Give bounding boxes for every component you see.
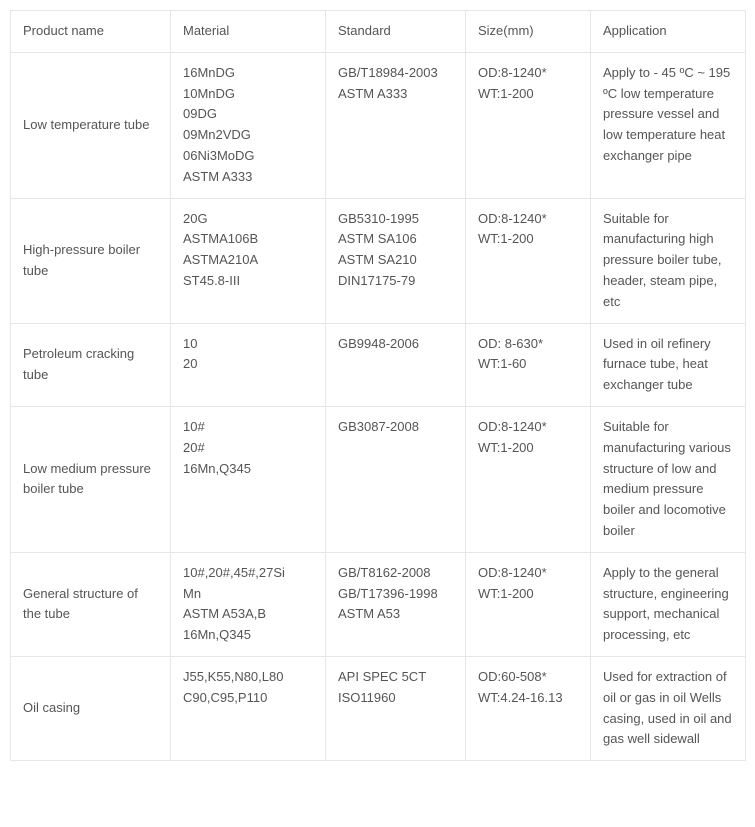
cell-product: Oil casing	[11, 656, 171, 760]
cell-material: 10#,20#,45#,27SiMnASTM A53A,B16Mn,Q345	[171, 552, 326, 656]
cell-application: Suitable for manufacturing high pressure…	[591, 198, 746, 323]
material-line: 20#	[183, 438, 313, 459]
cell-application: Used for extraction of oil or gas in oil…	[591, 656, 746, 760]
cell-standard: GB/T8162-2008GB/T17396-1998ASTM A53	[326, 552, 466, 656]
standard-line: GB5310-1995	[338, 209, 453, 230]
cell-size: OD:60-508*WT:4.24-16.13	[466, 656, 591, 760]
products-table: Product name Material Standard Size(mm) …	[10, 10, 746, 761]
material-line: 20G	[183, 209, 313, 230]
material-line: 10MnDG	[183, 84, 313, 105]
table-row: Low temperature tube16MnDG10MnDG09DG09Mn…	[11, 52, 746, 198]
cell-standard: GB/T18984-2003ASTM A333	[326, 52, 466, 198]
table-body: Low temperature tube16MnDG10MnDG09DG09Mn…	[11, 52, 746, 760]
table-row: Oil casingJ55,K55,N80,L80C90,C95,P110API…	[11, 656, 746, 760]
cell-application: Apply to - 45 ºC ~ 195 ºC low temperatur…	[591, 52, 746, 198]
material-line: ASTM A53A,B	[183, 604, 313, 625]
standard-line: GB9948-2006	[338, 334, 453, 355]
size-line: OD:8-1240*	[478, 63, 578, 84]
material-line: C90,C95,P110	[183, 688, 313, 709]
size-line: WT:1-200	[478, 438, 578, 459]
cell-material: J55,K55,N80,L80C90,C95,P110	[171, 656, 326, 760]
material-line: 06Ni3MoDG	[183, 146, 313, 167]
col-size: Size(mm)	[466, 11, 591, 53]
table-row: Petroleum cracking tube1020GB9948-2006OD…	[11, 323, 746, 406]
cell-material: 16MnDG10MnDG09DG09Mn2VDG06Ni3MoDGASTM A3…	[171, 52, 326, 198]
material-line: 16Mn,Q345	[183, 459, 313, 480]
size-line: WT:1-200	[478, 584, 578, 605]
cell-standard: API SPEC 5CTISO11960	[326, 656, 466, 760]
size-line: WT:1-200	[478, 84, 578, 105]
standard-line: DIN17175-79	[338, 271, 453, 292]
material-line: ASTMA210A	[183, 250, 313, 271]
standard-line: API SPEC 5CT	[338, 667, 453, 688]
standard-line: ASTM A333	[338, 84, 453, 105]
cell-standard: GB5310-1995ASTM SA106ASTM SA210DIN17175-…	[326, 198, 466, 323]
size-line: WT:1-200	[478, 229, 578, 250]
cell-product: Low medium pressure boiler tube	[11, 406, 171, 552]
standard-line: GB/T18984-2003	[338, 63, 453, 84]
size-line: OD: 8-630*	[478, 334, 578, 355]
cell-product: Petroleum cracking tube	[11, 323, 171, 406]
material-line: ST45.8-III	[183, 271, 313, 292]
col-standard: Standard	[326, 11, 466, 53]
material-line: 10	[183, 334, 313, 355]
cell-size: OD:8-1240*WT:1-200	[466, 406, 591, 552]
size-line: OD:8-1240*	[478, 563, 578, 584]
cell-size: OD:8-1240*WT:1-200	[466, 198, 591, 323]
cell-material: 10#20#16Mn,Q345	[171, 406, 326, 552]
cell-application: Used in oil refinery furnace tube, heat …	[591, 323, 746, 406]
size-line: OD:60-508*	[478, 667, 578, 688]
material-line: 09Mn2VDG	[183, 125, 313, 146]
material-line: 10#,20#,45#,27Si	[183, 563, 313, 584]
col-material: Material	[171, 11, 326, 53]
standard-line: GB3087-2008	[338, 417, 453, 438]
material-line: 20	[183, 354, 313, 375]
standard-line: ISO11960	[338, 688, 453, 709]
material-line: 09DG	[183, 104, 313, 125]
cell-product: General structure of the tube	[11, 552, 171, 656]
standard-line: ASTM SA210	[338, 250, 453, 271]
material-line: ASTMA106B	[183, 229, 313, 250]
standard-line: GB/T8162-2008	[338, 563, 453, 584]
table-row: High-pressure boiler tube20GASTMA106BAST…	[11, 198, 746, 323]
table-header-row: Product name Material Standard Size(mm) …	[11, 11, 746, 53]
cell-material: 1020	[171, 323, 326, 406]
cell-application: Apply to the general structure, engineer…	[591, 552, 746, 656]
table-row: General structure of the tube10#,20#,45#…	[11, 552, 746, 656]
material-line: ASTM A333	[183, 167, 313, 188]
cell-standard: GB9948-2006	[326, 323, 466, 406]
material-line: J55,K55,N80,L80	[183, 667, 313, 688]
col-application: Application	[591, 11, 746, 53]
table-row: Low medium pressure boiler tube10#20#16M…	[11, 406, 746, 552]
material-line: Mn	[183, 584, 313, 605]
material-line: 16Mn,Q345	[183, 625, 313, 646]
col-product: Product name	[11, 11, 171, 53]
standard-line: ASTM A53	[338, 604, 453, 625]
size-line: WT:4.24-16.13	[478, 688, 578, 709]
cell-standard: GB3087-2008	[326, 406, 466, 552]
material-line: 10#	[183, 417, 313, 438]
size-line: OD:8-1240*	[478, 209, 578, 230]
cell-size: OD: 8-630*WT:1-60	[466, 323, 591, 406]
material-line: 16MnDG	[183, 63, 313, 84]
cell-size: OD:8-1240*WT:1-200	[466, 52, 591, 198]
cell-application: Suitable for manufacturing various struc…	[591, 406, 746, 552]
standard-line: GB/T17396-1998	[338, 584, 453, 605]
cell-size: OD:8-1240*WT:1-200	[466, 552, 591, 656]
size-line: WT:1-60	[478, 354, 578, 375]
standard-line: ASTM SA106	[338, 229, 453, 250]
cell-product: High-pressure boiler tube	[11, 198, 171, 323]
size-line: OD:8-1240*	[478, 417, 578, 438]
cell-product: Low temperature tube	[11, 52, 171, 198]
cell-material: 20GASTMA106BASTMA210AST45.8-III	[171, 198, 326, 323]
